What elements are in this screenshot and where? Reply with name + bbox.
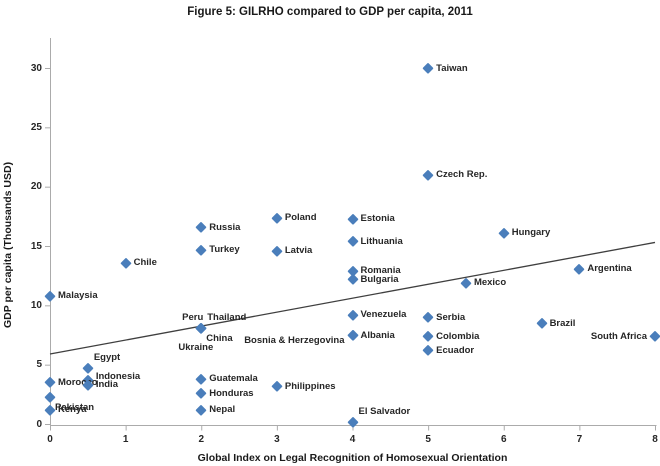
data-point-label: Romania [360,265,401,277]
data-point-label: El Salvador [358,406,411,418]
data-point-label: Venezuela [360,309,407,321]
data-point-label: Thailand [207,311,247,323]
data-point-label: Serbia [436,311,466,323]
y-tick-label: 20 [30,181,42,193]
data-point-label: Ukraine [178,341,214,353]
y-tick-label: 5 [36,359,42,371]
x-tick-label: 4 [349,434,356,445]
x-tick-label: 1 [122,434,129,445]
data-point-label: Morocco [58,376,98,388]
x-tick-label: 5 [425,434,431,445]
y-tick-label: 25 [30,121,42,133]
y-axis-title: GDP per capita (Thousands USD) [2,161,14,329]
data-point-label: Chile [133,257,157,269]
data-point-label: Guatemala [209,373,258,385]
data-point-label: Latvia [284,245,313,257]
data-point-label: Poland [284,212,317,224]
data-point-label: Nepal [209,404,236,416]
data-point-label: Albania [360,329,395,341]
data-point-label: South Africa [590,330,647,342]
data-point-label: Russia [209,221,241,233]
data-point-label: Argentina [587,263,632,275]
trend-line [49,241,656,355]
data-point-label: Egypt [93,352,121,364]
x-tick-label: 8 [652,434,658,445]
data-point-label: Czech Rep. [436,169,488,181]
data-point-label: Brazil [549,317,576,329]
data-point-label: Philippines [284,380,336,392]
x-axis-title: Global Index on Legal Recognition of Hom… [197,452,508,464]
data-point-label: Bulgaria [360,273,399,285]
x-tick-label: 6 [500,434,507,445]
x-tick-label: 2 [198,434,205,445]
data-point-label: Ecuador [436,344,475,356]
y-tick-label: 0 [36,418,42,430]
chart-title: Figure 5: GILRHO compared to GDP per cap… [187,6,473,18]
data-point-label: Estonia [360,213,395,225]
data-point-label: Indonesia [95,370,141,382]
data-point-label: Mexico [473,277,507,289]
y-tick-label: 15 [30,240,42,252]
data-point-label: China [206,332,233,344]
data-point-label: Lithuania [360,235,403,247]
x-tick-label: 3 [274,434,280,445]
data-point-label: Peru [182,311,204,323]
y-tick-label: 30 [30,62,42,74]
data-point-label: Pakistan [55,401,95,413]
data-point-label: Taiwan [436,62,468,74]
data-point-label: Kenya [58,404,87,416]
x-tick-label: 0 [47,434,53,445]
data-point-label: Hungary [511,227,551,239]
data-point-label: Turkey [209,244,240,256]
data-point-label: Bosnia & Herzegovina [244,334,345,346]
x-tick-label: 7 [576,434,583,445]
data-point-label: Malaysia [58,290,98,302]
y-tick-label: 10 [30,299,42,311]
data-point-label: Honduras [209,387,254,399]
data-point-label: India [95,379,118,391]
data-point-label: Colombia [436,330,480,342]
